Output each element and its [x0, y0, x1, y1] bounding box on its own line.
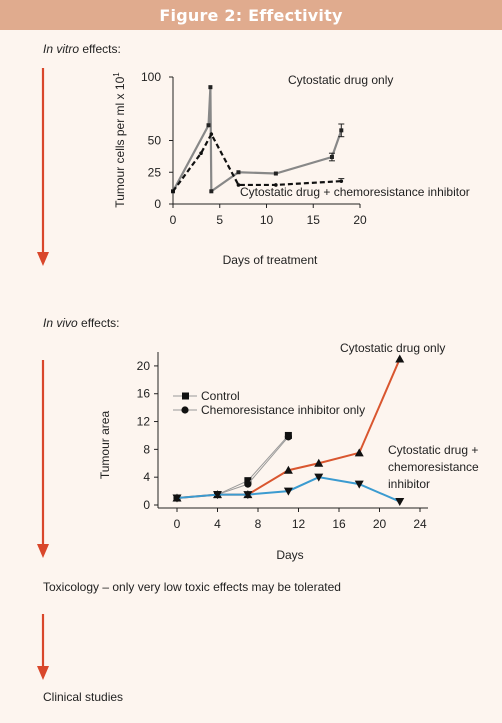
x-tick-label: 12	[292, 517, 306, 531]
data-point-cytostatic-only	[206, 123, 211, 128]
in-vitro-chart: 0 5 10 15 20 0 25 50 100 Days of treatment Tumour …	[112, 70, 470, 267]
in-vivo-rest: effects:	[77, 316, 120, 330]
x-tick-label: 4	[214, 517, 221, 531]
data-point-triangle-down	[314, 473, 324, 482]
figure-title-bar: Figure 2: Effectivity	[0, 0, 502, 30]
data-point-combination	[274, 183, 278, 187]
series-label-combination-1: Cytostatic drug +	[388, 443, 478, 457]
y-tick-label: 0	[143, 498, 150, 512]
data-point-combination	[236, 183, 241, 187]
in-vivo-label: In vivo effects:	[43, 316, 120, 330]
series-label-combination-2: chemoresistance	[388, 460, 479, 474]
y-tick-label: 25	[148, 165, 162, 179]
x-tick-label: 0	[170, 213, 177, 227]
clinical-studies-label: Clinical studies	[43, 690, 124, 704]
y-tick-label: 16	[137, 387, 151, 401]
y-axis-label-superscript: 1	[112, 72, 121, 77]
data-point-cytostatic-only	[208, 85, 213, 90]
in-vitro-rest: effects:	[79, 42, 121, 56]
figure-title: Figure 2: Effectivity	[159, 5, 343, 25]
x-tick-label: 0	[174, 517, 181, 531]
data-point-circle	[244, 480, 252, 488]
series-line-combination	[172, 131, 342, 192]
in-vitro-label: In vitro effects:	[43, 42, 121, 56]
x-tick-label: 20	[373, 517, 387, 531]
x-axis-label: Days	[276, 548, 303, 562]
data-point-combination	[339, 179, 344, 183]
series-label-combination-3: inhibitor	[388, 477, 430, 491]
legend-label-inhibitor: Chemoresistance inhibitor only	[201, 403, 365, 417]
arrow-toxicology	[37, 614, 49, 680]
y-tick-label: 0	[154, 197, 161, 211]
in-vivo-chart: 0 4 8 12 16 20 0 4 8 12 16 20 24 Days Tumour area Contr…	[98, 341, 479, 562]
y-tick-label: 4	[143, 470, 150, 484]
series-label-combination: Cytostatic drug + chemoresistance inhibi…	[240, 185, 470, 199]
data-point-triangle-up	[354, 448, 364, 457]
y-tick-label: 20	[137, 359, 151, 373]
data-point-triangle-down	[354, 480, 364, 489]
series-line-0	[176, 435, 289, 499]
x-tick-label: 15	[307, 213, 321, 227]
series-line-2	[176, 358, 401, 500]
data-point-triangle-up	[314, 458, 324, 467]
legend-label-control: Control	[201, 389, 240, 403]
y-tick-label: 100	[141, 70, 161, 84]
y-axis-label: Tumour cells per ml x 101	[112, 72, 127, 208]
y-tick-label: 12	[137, 415, 151, 429]
legend-marker-control	[182, 392, 189, 400]
data-point-combination	[199, 151, 203, 155]
data-point-triangle-down	[243, 491, 253, 500]
legend-marker-inhibitor	[181, 406, 189, 414]
data-point-combination	[171, 189, 175, 194]
arrow-in-vitro	[37, 68, 49, 266]
data-point-triangle-up	[283, 465, 293, 474]
x-axis-label: Days of treatment	[223, 253, 318, 267]
in-vitro-italic: In vitro	[43, 42, 80, 56]
data-point-cytostatic-only	[236, 170, 241, 175]
toxicology-label: Toxicology – only very low toxic effects…	[43, 580, 341, 594]
y-tick-label: 50	[148, 134, 162, 148]
data-point-triangle-down	[172, 494, 182, 503]
data-point-combination	[209, 132, 214, 136]
data-point-cytostatic-only	[273, 171, 278, 176]
series-line-1	[176, 436, 289, 499]
series-line-cytostatic-only	[172, 87, 343, 194]
series-label-cytostatic-only: Cytostatic drug only	[340, 341, 445, 355]
x-tick-label: 24	[413, 517, 427, 531]
data-point-cytostatic-only	[209, 189, 214, 194]
data-point-triangle-down	[283, 487, 293, 496]
x-tick-label: 8	[255, 517, 262, 531]
data-point-triangle-down	[395, 498, 405, 507]
data-point-triangle-down	[213, 491, 222, 500]
y-axis-label: Tumour area	[98, 411, 112, 480]
x-tick-label: 20	[353, 213, 367, 227]
y-tick-label: 8	[143, 442, 150, 456]
data-point-triangle-up	[395, 354, 405, 363]
series-label-cytostatic-only: Cytostatic drug only	[288, 73, 393, 87]
x-tick-label: 16	[332, 517, 346, 531]
in-vivo-italic: In vivo	[43, 316, 78, 330]
data-point-circle	[284, 433, 292, 441]
x-tick-label: 10	[260, 213, 274, 227]
x-tick-label: 5	[216, 213, 223, 227]
arrow-in-vivo	[37, 360, 49, 558]
